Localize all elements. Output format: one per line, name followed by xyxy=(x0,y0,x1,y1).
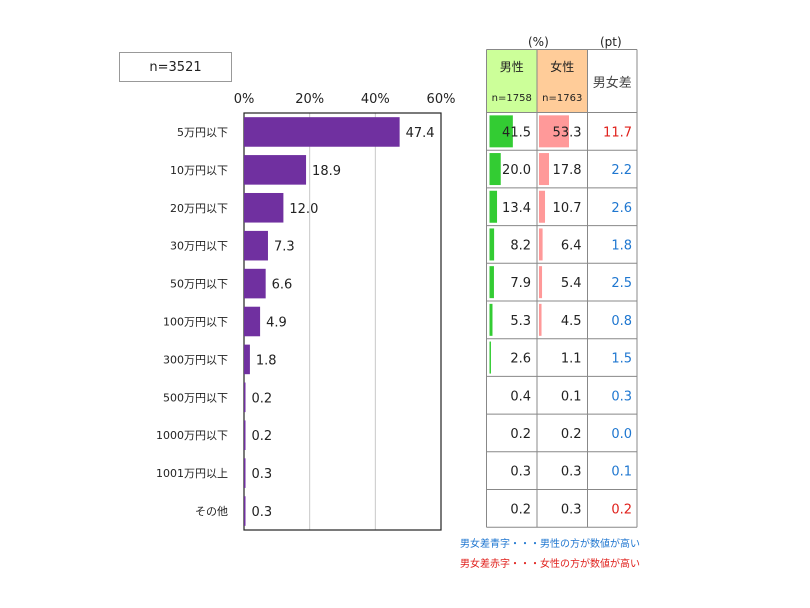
male-value: 7.9 xyxy=(510,276,531,291)
female-value: 5.4 xyxy=(561,276,582,291)
male-value: 8.2 xyxy=(510,238,531,253)
male-value: 2.6 xyxy=(510,352,531,367)
diff-value: 0.2 xyxy=(611,502,632,517)
female-value: 10.7 xyxy=(553,201,582,216)
male-value: 20.0 xyxy=(502,163,531,178)
bar xyxy=(244,192,284,223)
bar xyxy=(244,458,246,488)
bar xyxy=(244,420,246,451)
category-label: 100万円以下 xyxy=(163,316,228,329)
bar-value-label: 0.3 xyxy=(252,467,273,482)
bar xyxy=(244,117,400,147)
male-value: 0.2 xyxy=(510,427,531,442)
diff-value: 2.6 xyxy=(611,201,632,216)
bar-value-label: 7.3 xyxy=(274,240,295,255)
bar xyxy=(244,268,266,299)
category-label: 1000万円以下 xyxy=(156,429,228,442)
category-label: 30万円以下 xyxy=(170,240,228,253)
female-mini-bar xyxy=(539,228,543,261)
male-value: 0.4 xyxy=(510,389,531,404)
diff-value: 1.8 xyxy=(611,238,632,253)
category-label: 300万円以下 xyxy=(163,353,228,366)
female-value: 4.5 xyxy=(561,314,582,329)
male-value: 13.4 xyxy=(502,201,531,216)
sample-size-label: n=3521 xyxy=(149,59,202,75)
category-label: 1001万円以上 xyxy=(156,467,228,480)
diff-value: 0.1 xyxy=(611,465,632,480)
male-header-bg xyxy=(486,49,537,113)
category-label: 50万円以下 xyxy=(170,278,228,291)
male-mini-bar xyxy=(489,228,495,261)
diff-value: 0.0 xyxy=(611,427,632,442)
male-value: 5.3 xyxy=(510,314,531,329)
x-tick-label: 20% xyxy=(295,92,324,107)
x-tick-label: 40% xyxy=(361,92,390,107)
bar-value-label: 6.6 xyxy=(272,278,293,293)
female-value: 6.4 xyxy=(561,238,582,253)
male-mini-bar xyxy=(489,115,513,148)
female-n-label: n=1763 xyxy=(542,93,582,104)
male-mini-bar xyxy=(489,153,501,186)
female-value: 17.8 xyxy=(553,163,582,178)
bar-chart: 0% 20% 40% 60% 47.4 5万円以下 18.9 10万円以下 12.0 20万円以下… xyxy=(156,92,456,531)
diff-value: 2.5 xyxy=(611,276,632,291)
sample-size-box: n=3521 xyxy=(119,52,232,82)
male-mini-bar xyxy=(489,190,498,223)
male-value: 41.5 xyxy=(502,125,531,140)
legend-blue-note: 男女差青字・・・男性の方が数値が高い xyxy=(460,539,640,550)
female-mini-bar xyxy=(539,115,569,148)
female-value: 0.3 xyxy=(561,465,582,480)
unit-percent-label: (%) xyxy=(528,35,549,49)
diff-value: 1.5 xyxy=(611,352,632,367)
category-label: 500万円以下 xyxy=(163,391,228,404)
bar-value-label: 1.8 xyxy=(256,353,277,368)
legend-red-note: 男女差赤字・・・女性の方が数値が高い xyxy=(460,559,640,570)
female-value: 0.1 xyxy=(561,389,582,404)
diff-value: 0.8 xyxy=(611,314,632,329)
category-label: 20万円以下 xyxy=(170,202,228,215)
bar xyxy=(244,344,250,375)
diff-header-label: 男女差 xyxy=(593,75,632,91)
bar-value-label: 0.2 xyxy=(252,429,273,444)
unit-point-label: (pt) xyxy=(600,35,622,49)
diff-value: 0.3 xyxy=(611,389,632,404)
bar xyxy=(244,155,307,185)
x-tick-label: 0% xyxy=(234,92,255,107)
diff-value: 11.7 xyxy=(603,125,632,140)
bar xyxy=(244,382,246,413)
female-value: 0.2 xyxy=(561,427,582,442)
male-mini-bar xyxy=(489,266,494,299)
bar-value-label: 12.0 xyxy=(289,202,318,217)
male-n-label: n=1758 xyxy=(492,93,532,104)
female-value: 0.3 xyxy=(561,502,582,517)
male-mini-bar xyxy=(489,303,493,336)
category-label: 5万円以下 xyxy=(177,126,228,139)
bar-value-label: 4.9 xyxy=(266,316,287,331)
x-tick-label: 60% xyxy=(427,92,456,107)
female-mini-bar xyxy=(539,266,543,299)
gender-table: 男性 n=1758 女性 n=1763 男女差 41.5 53.3 11.7 20.0 17.8 2… xyxy=(486,49,638,528)
diff-value: 2.2 xyxy=(611,163,632,178)
female-header-label: 女性 xyxy=(550,59,574,74)
male-mini-bar xyxy=(489,341,491,374)
category-label: その他 xyxy=(195,505,228,518)
female-value: 1.1 xyxy=(561,352,582,367)
category-label: 10万円以下 xyxy=(170,164,228,177)
female-mini-bar xyxy=(539,190,546,223)
bar xyxy=(244,496,246,526)
bar-value-label: 47.4 xyxy=(406,126,435,141)
female-mini-bar xyxy=(539,153,550,186)
male-header-label: 男性 xyxy=(500,60,524,74)
female-mini-bar xyxy=(539,303,542,336)
bar-value-label: 0.2 xyxy=(252,391,273,406)
male-value: 0.2 xyxy=(510,502,531,517)
bar xyxy=(244,230,268,261)
female-value: 53.3 xyxy=(553,125,582,140)
bar-value-label: 18.9 xyxy=(312,164,341,179)
female-header-bg xyxy=(537,49,588,113)
male-value: 0.3 xyxy=(510,465,531,480)
bar xyxy=(244,306,261,337)
bar-value-label: 0.3 xyxy=(252,505,273,520)
